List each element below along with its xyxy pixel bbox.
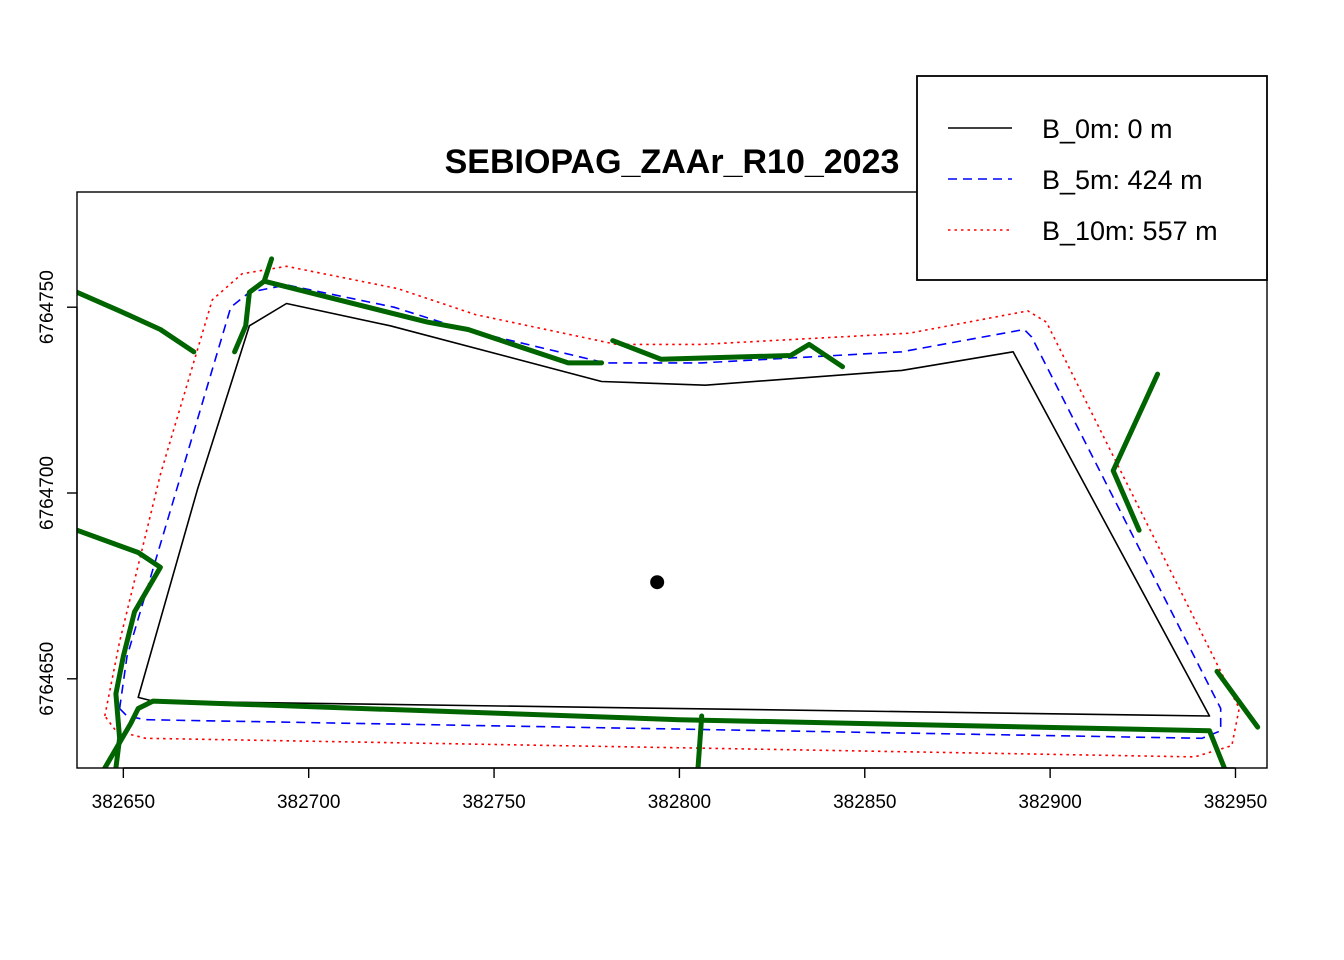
hedgerow-segment — [77, 289, 197, 355]
hedgerow-segment — [610, 338, 845, 370]
x-tick-label: 382800 — [648, 792, 711, 813]
legend-label: B_5m: 424 m — [1042, 165, 1203, 195]
chart-title: SEBIOPAG_ZAAr_R10_2023 — [445, 143, 900, 181]
x-axis: 382650 382700 382750 382800 382850 382900 3829… — [92, 767, 1267, 813]
y-tick-label: 6764650 — [37, 642, 58, 716]
buffer-line-b-5m — [118, 284, 1222, 740]
x-tick-label: 382900 — [1018, 792, 1081, 813]
y-tick-label: 6764700 — [37, 456, 58, 530]
hedgerow-segment — [77, 527, 163, 768]
x-tick-label: 382650 — [92, 792, 155, 813]
hedgerow-segment — [232, 278, 605, 366]
x-tick-label: 382850 — [833, 792, 896, 813]
centroid-point — [650, 575, 665, 590]
hedgerow-segment — [1110, 371, 1161, 533]
hedgerow-segment — [695, 713, 705, 768]
plot-marks — [77, 256, 1261, 768]
buffer-line-b-0m — [137, 302, 1211, 717]
hedgerow-segment — [102, 698, 1227, 768]
legend-label: B_0m: 0 m — [1042, 114, 1173, 144]
hedgerow-segment — [261, 256, 275, 284]
y-axis: 6764650 6764700 6764750 — [37, 270, 78, 716]
buffer-line-b-10m — [104, 265, 1240, 758]
hedgerow-segment — [1214, 668, 1261, 730]
x-tick-label: 382950 — [1204, 792, 1267, 813]
x-tick-label: 382750 — [462, 792, 525, 813]
x-tick-label: 382700 — [277, 792, 340, 813]
y-tick-label: 6764750 — [37, 270, 58, 344]
legend-box — [916, 75, 1268, 281]
legend: B_0m: 0 m B_5m: 424 m B_10m: 557 m — [916, 75, 1268, 281]
legend-label: B_10m: 557 m — [1042, 216, 1218, 246]
